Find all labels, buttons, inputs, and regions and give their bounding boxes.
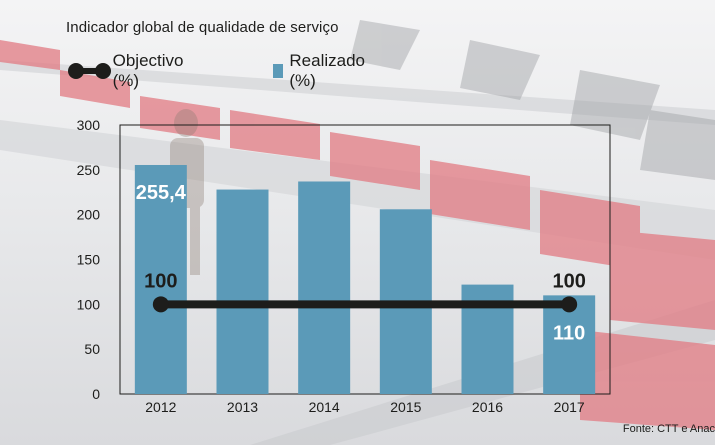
legend-label-realizado: Realizado (%)	[289, 51, 365, 90]
data-label: 100	[144, 270, 177, 292]
data-label: 100	[552, 270, 585, 292]
y-tick-label: 100	[77, 296, 101, 312]
data-label: 110	[553, 322, 585, 344]
plot-frame	[119, 124, 611, 395]
y-tick-label: 200	[77, 207, 101, 223]
bar-2013	[216, 189, 269, 394]
y-tick-label: 300	[77, 117, 101, 133]
x-tick-label: 2014	[309, 399, 340, 415]
source-note: Fonte: CTT e Anac	[622, 423, 715, 435]
objective-point-2017	[561, 296, 578, 313]
legend-item-realizado: Realizado (%)	[273, 51, 369, 90]
legend-item-objectivo: Objectivo (%)	[68, 51, 193, 90]
y-tick-label: 0	[92, 386, 100, 402]
data-label: 255,4	[136, 182, 187, 204]
y-tick-label: 50	[84, 341, 100, 357]
x-tick-label: 2016	[472, 399, 503, 415]
objective-point-2012	[152, 296, 169, 313]
legend-line-swatch	[68, 63, 111, 79]
bar-2012	[134, 164, 187, 394]
bar-2014	[298, 181, 351, 394]
chart-title: Indicador global de qualidade de serviço	[66, 19, 339, 36]
x-tick-label: 2012	[145, 399, 176, 415]
x-tick-label: 2013	[227, 399, 258, 415]
y-tick-label: 250	[77, 162, 101, 178]
legend-bar-swatch	[273, 64, 284, 78]
y-tick-label: 150	[77, 252, 101, 268]
legend-label-objectivo: Objectivo (%)	[112, 51, 184, 90]
x-tick-label: 2015	[390, 399, 421, 415]
x-tick-label: 2017	[554, 399, 585, 415]
